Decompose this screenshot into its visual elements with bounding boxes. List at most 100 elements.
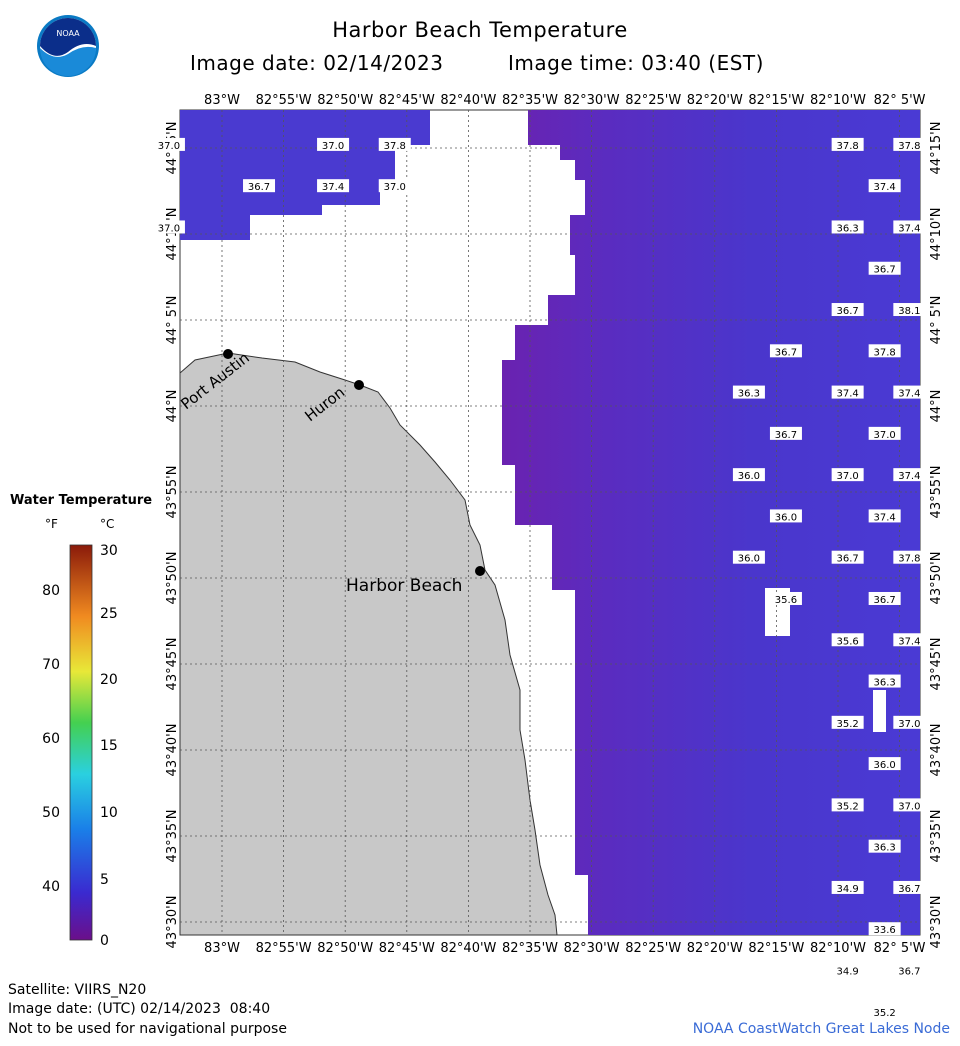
- temperature-reading: 37.8: [955, 426, 960, 441]
- latitude-label: 43°45'N: [929, 638, 944, 691]
- svg-text:NOAA: NOAA: [56, 29, 80, 38]
- temperature-value: 36.7: [874, 595, 896, 606]
- temperature-label-bg: [955, 922, 960, 936]
- temperature-value: 37.4: [322, 182, 344, 193]
- temperature-value: 36.3: [837, 223, 859, 234]
- temperature-label-bg: [893, 633, 926, 647]
- legend-title: Water Temperature: [10, 493, 153, 508]
- credit-label: NOAA CoastWatch Great Lakes Node: [692, 1021, 950, 1037]
- longitude-label: 82°15'W: [748, 941, 804, 956]
- temperature-reading: 36.7: [868, 261, 901, 276]
- temperature-reading: 36.7: [831, 550, 864, 565]
- temperature-label-bg: [152, 220, 185, 234]
- temperature-reading: 37.4: [893, 220, 926, 234]
- temperature-reading: 37.8: [893, 550, 926, 565]
- legend-unit-c: °C: [100, 517, 115, 531]
- temperature-value: 37.0: [322, 141, 344, 152]
- longitude-label: 82°10'W: [810, 93, 866, 108]
- latitude-label: 44°N: [929, 390, 944, 423]
- temperature-label-bg: [152, 137, 185, 151]
- temperature-value: 33.6: [874, 925, 896, 936]
- temperature-label-bg: [868, 839, 901, 853]
- temperature-label-bg: [955, 757, 960, 771]
- temperature-label-bg: [955, 1004, 960, 1018]
- temperature-label-bg: [831, 137, 864, 151]
- temperature-value: 37.4: [898, 636, 920, 647]
- temperature-label-bg: [831, 715, 864, 729]
- temperature-value: 36.7: [898, 884, 920, 895]
- temperature-value: 36.0: [738, 554, 760, 565]
- temperature-label-bg: [955, 344, 960, 358]
- temperature-label-bg: [893, 303, 926, 317]
- temperature-value: 35.6: [775, 595, 797, 606]
- water-region-east: [502, 110, 920, 935]
- temperature-reading: 37.4: [868, 509, 901, 523]
- temperature-value: 37.4: [874, 512, 896, 523]
- latitude-labels-left: 44°15'N44°10'N44° 5'N44°N43°55'N43°50'N4…: [165, 122, 180, 949]
- temperature-label-bg: [831, 468, 864, 482]
- temperature-reading: 37.0: [955, 922, 960, 936]
- temperature-value: 37.0: [837, 471, 859, 482]
- longitude-label: 82°30'W: [564, 941, 620, 956]
- temperature-label-bg: [955, 674, 960, 688]
- temperature-reading: 37.0: [868, 426, 901, 441]
- latitude-label: 44°15'N: [929, 122, 944, 175]
- temperature-reading: 36.0: [732, 550, 765, 565]
- temperature-label-bg: [243, 179, 276, 193]
- temperature-label-bg: [769, 591, 802, 605]
- latitude-label: 43°45'N: [165, 638, 180, 691]
- latitude-label: 43°35'N: [929, 810, 944, 863]
- temperature-label-bg: [955, 839, 960, 853]
- latitude-label: 43°50'N: [929, 552, 944, 605]
- temperature-value: 37.4: [837, 389, 859, 400]
- temperature-label-bg: [893, 798, 926, 812]
- longitude-label: 82°25'W: [625, 93, 681, 108]
- longitude-label: 82°40'W: [440, 941, 496, 956]
- temperature-label-bg: [868, 591, 901, 605]
- longitude-label: 82° 5'W: [874, 941, 926, 956]
- longitude-label: 82°50'W: [317, 93, 373, 108]
- temperature-reading: 37.4: [955, 261, 960, 276]
- temperature-value: 35.6: [837, 636, 859, 647]
- longitude-label: 83°W: [204, 93, 240, 108]
- noaa-logo-icon: NOAA: [37, 15, 99, 77]
- temperature-reading: 35.2: [831, 715, 864, 730]
- temperature-value: 35.2: [837, 719, 859, 730]
- temperature-reading: 36.7: [769, 426, 802, 441]
- temperature-value: 37.0: [158, 141, 180, 152]
- temperature-reading: 36.7: [868, 591, 901, 606]
- temperature-reading: 38.1: [955, 344, 960, 358]
- temperature-label-bg: [831, 633, 864, 647]
- temperature-label-bg: [831, 550, 864, 564]
- temperature-value: 36.3: [874, 678, 896, 689]
- temperature-value: 36.7: [837, 306, 859, 317]
- temperature-reading: 37.4: [831, 385, 864, 400]
- utc-date-label: Image date: (UTC) 02/14/2023 08:40: [8, 1001, 271, 1017]
- temperature-value: 37.8: [898, 554, 920, 565]
- temperature-value: 37.0: [898, 719, 920, 730]
- temperature-label-bg: [732, 550, 765, 564]
- harbor-beach-label: Harbor Beach: [346, 576, 462, 596]
- legend-f-tick: 40: [42, 879, 60, 895]
- temperature-reading: 37.4: [955, 757, 960, 771]
- temperature-label-bg: [955, 591, 960, 605]
- temperature-value: 37.4: [898, 471, 920, 482]
- temperature-label-bg: [893, 468, 926, 482]
- temperature-label-bg: [378, 179, 411, 193]
- water-region-north-west: [180, 110, 430, 240]
- longitude-labels-bottom: 83°W 82°55'W 82°50'W 82°45'W 82°40'W 82°35'W 8…: [204, 941, 926, 956]
- temperature-label-bg: [868, 1004, 901, 1018]
- temperature-reading: 36.7: [243, 179, 276, 193]
- temperature-reading: 38.1: [893, 303, 926, 317]
- legend-f-tick: 50: [42, 805, 60, 821]
- disclaimer: Not to be used for navigational purpose: [8, 1021, 287, 1037]
- longitude-label: 82°30'W: [564, 93, 620, 108]
- temperature-reading: 36.7: [893, 963, 926, 978]
- temperature-label-bg: [317, 179, 350, 193]
- temperature-value: 37.4: [898, 223, 920, 234]
- latitude-labels-right: 44°15'N 44°10'N 44° 5'N 44°N 43°55'N 43°50'N 4…: [929, 122, 944, 949]
- temperature-reading: 37.0: [378, 179, 411, 193]
- longitude-label: 82°55'W: [256, 93, 312, 108]
- temperature-value: 36.0: [775, 512, 797, 523]
- temperature-label-bg: [893, 385, 926, 399]
